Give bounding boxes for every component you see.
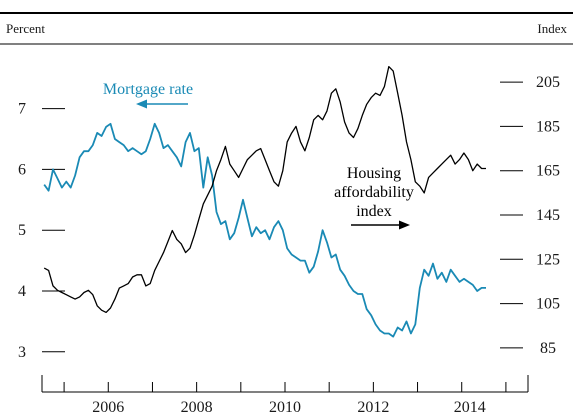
left-axis-tick-label: 6 (18, 161, 26, 178)
right-axis: 85 105 125 145 165 185 205 (500, 74, 560, 357)
right-axis-tick-label: 105 (536, 296, 560, 313)
x-axis-tick-label: 2008 (181, 399, 213, 416)
housing-label-line-2: affordability (334, 184, 414, 201)
x-axis-tick-label: 2006 (92, 399, 124, 416)
housing-label-line-1: Housing (347, 165, 401, 182)
right-axis-tick-label: 125 (536, 251, 560, 268)
left-axis: 3 4 5 6 7 (18, 101, 65, 361)
left-axis-unit-label: Percent (6, 21, 45, 36)
right-axis-tick-label: 185 (536, 118, 560, 135)
right-axis-tick-label: 145 (536, 207, 560, 224)
housing-label-line-3: index (356, 203, 392, 220)
series-layer (43, 65, 486, 338)
left-axis-tick-label: 7 (18, 101, 26, 118)
left-axis-tick-label: 5 (18, 222, 26, 239)
x-axis-tick-label: 2010 (269, 399, 301, 416)
mortgage-arrow (136, 99, 188, 109)
housing-affordability-line (43, 65, 486, 314)
x-axis-tick-label: 2012 (357, 399, 389, 416)
right-axis-tick-label: 205 (536, 74, 560, 91)
left-axis-tick-label: 4 (18, 283, 26, 300)
right-axis-tick-label: 85 (540, 340, 556, 357)
x-axis: 2006 2008 2010 2012 2014 (41, 375, 529, 416)
left-axis-tick-label: 3 (18, 344, 26, 361)
x-axis-tick-label: 2014 (454, 399, 486, 416)
right-axis-unit-label: Index (537, 21, 567, 36)
housing-arrow (351, 220, 410, 230)
mortgage-rate-line (43, 122, 486, 338)
mortgage-rate-label: Mortgage rate (103, 81, 193, 98)
right-axis-tick-label: 165 (536, 163, 560, 180)
